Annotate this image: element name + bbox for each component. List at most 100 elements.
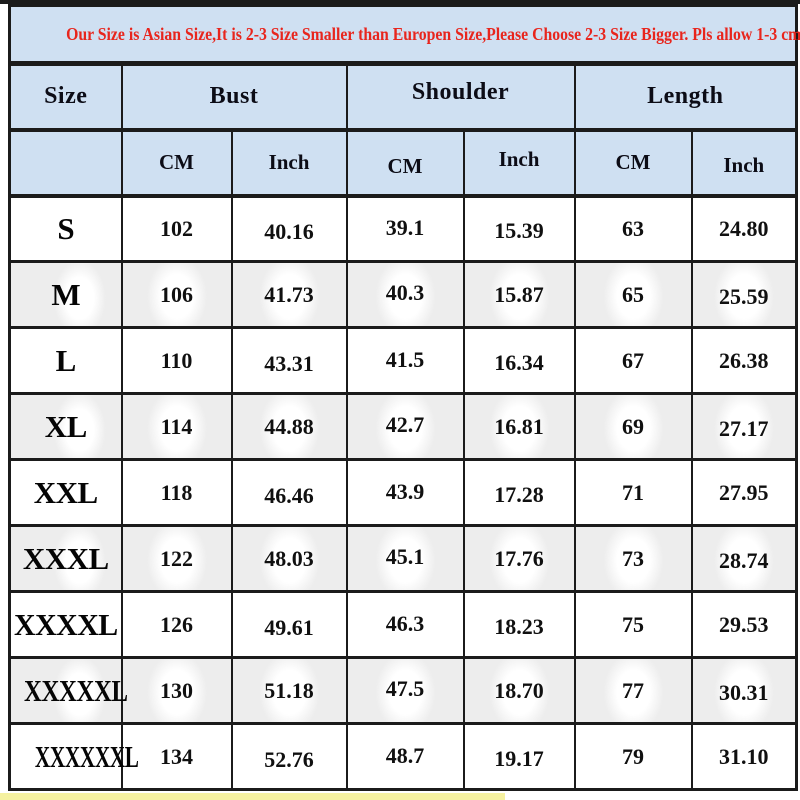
- length-inch-cell: 31.10: [690, 722, 798, 791]
- cell-value: 43.9: [385, 478, 425, 504]
- shoulder-cm-cell: 43.9: [345, 458, 465, 527]
- cell-value: 46.46: [264, 482, 314, 508]
- cell-value: 17.28: [494, 481, 544, 507]
- cell-value: 75: [622, 611, 644, 637]
- length-inch-cell: 25.59: [690, 260, 798, 329]
- size-cell: S: [8, 193, 123, 263]
- cell-value: 114: [160, 413, 193, 439]
- shoulder-cm-cell: 46.3: [345, 590, 465, 659]
- shoulder-inch-cell: 16.34: [462, 326, 576, 395]
- bust-inch-cell: 48.03: [230, 524, 348, 593]
- unit-header-bust-cm: CM: [120, 127, 233, 197]
- col-header-size: Size: [8, 62, 123, 131]
- cell-value: 39.1: [385, 214, 425, 240]
- unit-header-shoulder-inch: Inch: [462, 127, 576, 197]
- shoulder-header-label: Shoulder: [411, 79, 510, 106]
- size-label: M: [51, 276, 81, 312]
- size-cell: XL: [8, 392, 123, 461]
- cell-value: 25.59: [719, 283, 769, 309]
- bust-cm-cell: 110: [120, 326, 233, 395]
- size-label: XXXXXXL: [34, 738, 139, 774]
- length-cm-cell: 73: [573, 524, 693, 593]
- banner-row: Our Size is Asian Size,It is 2-3 Size Sm…: [8, 4, 800, 66]
- cell-value: 77: [622, 677, 644, 703]
- cell-value: 42.7: [385, 411, 425, 437]
- size-label: S: [57, 210, 75, 246]
- cell-value: 49.61: [264, 614, 314, 640]
- cell-value: 126: [160, 611, 193, 637]
- shoulder-cm-cell: 39.1: [345, 193, 465, 263]
- cell-value: 16.81: [494, 413, 544, 439]
- cell-value: 40.16: [264, 218, 314, 244]
- col-header-length: Length: [573, 62, 798, 131]
- length-cm-cell: 77: [573, 656, 693, 725]
- cell-value: 19.17: [494, 745, 544, 771]
- size-label: L: [55, 342, 77, 378]
- table-row: XXXXXXL 134 52.76 48.7 19.17 79 31.10: [8, 722, 798, 791]
- size-cell: XXXXXXL: [8, 722, 139, 791]
- shoulder-inch-cell: 15.39: [462, 193, 576, 263]
- unit-header-length-cm: CM: [573, 127, 693, 197]
- cell-value: 51.18: [264, 677, 314, 703]
- length-cm-cell: 71: [573, 458, 693, 527]
- cell-value: 18.23: [494, 613, 544, 639]
- cell-value: 71: [622, 479, 644, 505]
- cell-value: 45.1: [385, 543, 425, 569]
- size-label: XXXXXL: [23, 672, 128, 708]
- table-row: XXL 118 46.46 43.9 17.28 71 27.95: [8, 458, 798, 527]
- length-cm-cell: 67: [573, 326, 693, 395]
- bust-cm-cell: 126: [120, 590, 233, 659]
- bust-cm-cell: 102: [120, 193, 233, 263]
- size-cell: XXXXXL: [8, 656, 128, 725]
- size-rows: S 102 40.16 39.1 15.39 63 24.80 M 106 41…: [8, 193, 798, 791]
- bust-inch-cell: 41.73: [230, 260, 348, 329]
- unit-label: Inch: [723, 153, 765, 177]
- length-cm-cell: 79: [573, 722, 693, 791]
- size-label: XXXXL: [13, 606, 118, 642]
- bottom-highlight-strip: [0, 793, 505, 800]
- table-row: XXXXL 126 49.61 46.3 18.23 75 29.53: [8, 590, 798, 659]
- size-label: XXL: [33, 474, 98, 510]
- length-inch-cell: 27.17: [690, 392, 798, 461]
- shoulder-inch-cell: 19.17: [462, 722, 576, 791]
- cell-value: 48.7: [385, 742, 425, 768]
- cell-value: 52.76: [264, 746, 314, 772]
- cell-value: 16.34: [494, 349, 544, 375]
- col-header-shoulder: Shoulder: [345, 62, 576, 131]
- cell-value: 73: [622, 545, 644, 571]
- cell-value: 130: [160, 677, 193, 703]
- bust-cm-cell: 122: [120, 524, 233, 593]
- cell-value: 29.53: [719, 611, 769, 637]
- size-cell: XXXXL: [8, 590, 123, 659]
- cell-value: 79: [622, 743, 644, 769]
- cell-value: 118: [160, 479, 193, 505]
- shoulder-cm-cell: 40.3: [345, 260, 465, 329]
- cell-value: 122: [160, 545, 193, 571]
- bust-inch-cell: 52.76: [230, 722, 348, 791]
- length-inch-cell: 29.53: [690, 590, 798, 659]
- length-header-label: Length: [647, 83, 724, 110]
- bust-cm-cell: 114: [120, 392, 233, 461]
- table-row: L 110 43.31 41.5 16.34 67 26.38: [8, 326, 798, 395]
- bust-inch-cell: 46.46: [230, 458, 348, 527]
- cell-value: 28.74: [719, 547, 769, 573]
- cell-value: 110: [160, 347, 193, 373]
- group-header-row: Size Bust Shoulder Length: [8, 62, 798, 131]
- cell-value: 27.95: [719, 479, 769, 505]
- shoulder-cm-cell: 41.5: [345, 326, 465, 395]
- cell-value: 134: [160, 743, 193, 769]
- size-label: XL: [44, 408, 88, 444]
- shoulder-inch-cell: 16.81: [462, 392, 576, 461]
- length-cm-cell: 63: [573, 193, 693, 263]
- cell-value: 31.10: [719, 743, 769, 769]
- cell-value: 41.73: [264, 281, 314, 307]
- length-inch-cell: 27.95: [690, 458, 798, 527]
- size-cell: L: [8, 326, 123, 395]
- shoulder-inch-cell: 15.87: [462, 260, 576, 329]
- shoulder-inch-cell: 17.76: [462, 524, 576, 593]
- length-inch-cell: 24.80: [690, 193, 798, 263]
- length-inch-cell: 26.38: [690, 326, 798, 395]
- unit-header-shoulder-cm: CM: [345, 127, 465, 197]
- banner-cell: Our Size is Asian Size,It is 2-3 Size Sm…: [8, 4, 800, 66]
